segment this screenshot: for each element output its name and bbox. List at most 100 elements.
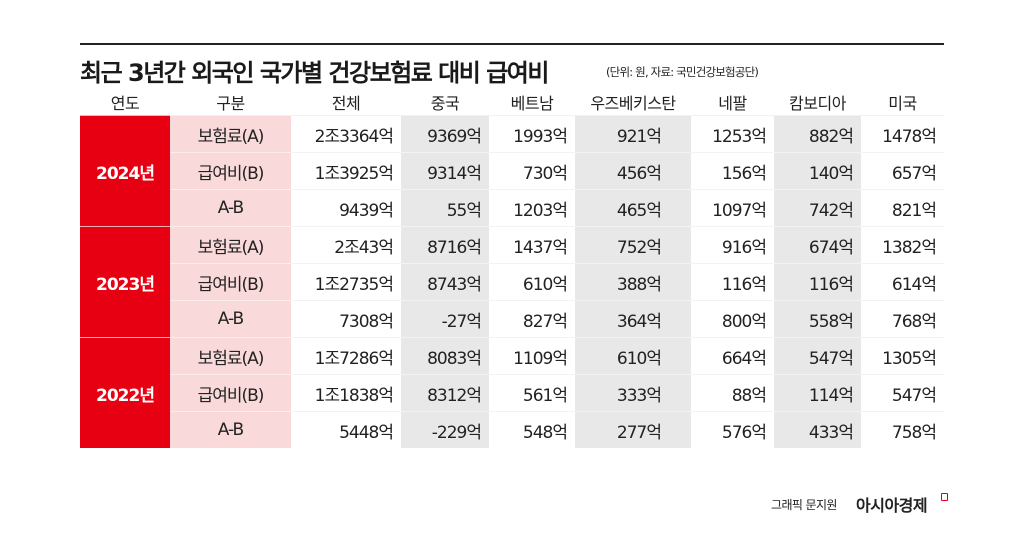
year-cell: 2024년 <box>80 115 170 227</box>
value-cell: 1조2735억 <box>291 263 401 301</box>
value-cell: 8083억 <box>401 337 489 375</box>
category-cell: 급여비(B) <box>170 374 291 412</box>
value-cell: 364억 <box>575 300 691 338</box>
value-cell: 116억 <box>691 263 774 301</box>
value-cell: 1382억 <box>861 226 944 264</box>
category-cell: A-B <box>170 189 291 227</box>
value-cell: 1109억 <box>489 337 575 375</box>
value-cell: 88억 <box>691 374 774 412</box>
value-cell: 657억 <box>861 152 944 190</box>
category-cell: A-B <box>170 300 291 338</box>
value-cell: 547억 <box>861 374 944 412</box>
column-header: 우즈베키스탄 <box>590 93 676 113</box>
table-row: 급여비(B) 1조2735억 8743억 610억 388억 116억 116억 614억 <box>80 263 944 301</box>
value-cell: 730억 <box>489 152 575 190</box>
top-rule <box>80 43 944 45</box>
data-table: 연도 구분 전체 중국 베트남 우즈베키스탄 네팔 캄보디아 미국 2024년 보험료(A) 2조3… <box>80 88 944 448</box>
value-cell: 9314억 <box>401 152 489 190</box>
table-row: 급여비(B) 1조3925억 9314억 730억 456억 156억 140억 657억 <box>80 152 944 190</box>
category-cell: A-B <box>170 411 291 448</box>
value-cell: 388억 <box>575 263 691 301</box>
value-cell: 140억 <box>774 152 861 190</box>
value-cell: 664억 <box>691 337 774 375</box>
chart-subtitle: (단위: 원, 자료: 국민건강보험공단) <box>606 65 759 79</box>
value-cell: 1478억 <box>861 115 944 153</box>
value-cell: 1437억 <box>489 226 575 264</box>
value-cell: 5448억 <box>291 411 401 448</box>
value-cell: 1097억 <box>691 189 774 227</box>
value-cell: 768억 <box>861 300 944 338</box>
table-row: A-B 7308억 -27억 827억 364억 800억 558억 768억 <box>80 300 944 338</box>
value-cell: 9369억 <box>401 115 489 153</box>
value-cell: 827억 <box>489 300 575 338</box>
value-cell: 2조43억 <box>291 226 401 264</box>
value-cell: 1305억 <box>861 337 944 375</box>
value-cell: 1조1838억 <box>291 374 401 412</box>
category-cell: 급여비(B) <box>170 152 291 190</box>
value-cell: 882억 <box>774 115 861 153</box>
table-row: 급여비(B) 1조1838억 8312억 561억 333억 88억 114억 547억 <box>80 374 944 412</box>
value-cell: 614억 <box>861 263 944 301</box>
value-cell: 9439억 <box>291 189 401 227</box>
value-cell: 1993억 <box>489 115 575 153</box>
value-cell: 2조3364억 <box>291 115 401 153</box>
value-cell: 116억 <box>774 263 861 301</box>
graphic-credit: 그래픽 문지원 <box>771 498 837 512</box>
value-cell: 758억 <box>861 411 944 448</box>
value-cell: 1203억 <box>489 189 575 227</box>
value-cell: 674억 <box>774 226 861 264</box>
value-cell: 8312억 <box>401 374 489 412</box>
year-cell: 2022년 <box>80 337 170 448</box>
value-cell: 821억 <box>861 189 944 227</box>
value-cell: 465억 <box>575 189 691 227</box>
category-cell: 보험료(A) <box>170 226 291 264</box>
value-cell: 1조7286억 <box>291 337 401 375</box>
table-row: 2022년 보험료(A) 1조7286억 8083억 1109억 610억 664억 547억… <box>80 337 944 448</box>
brand-logo-icon <box>941 493 948 501</box>
table-row: A-B 5448억 -229억 548억 277억 576억 433억 758억 <box>80 411 944 448</box>
table-row: A-B 9439억 55억 1203억 465억 1097억 742억 821억 <box>80 189 944 227</box>
column-header: 네팔 <box>718 93 747 113</box>
table-row: 2023년 보험료(A) 2조43억 8716억 1437억 752억 916억 674억 13… <box>80 226 944 338</box>
value-cell: 8716억 <box>401 226 489 264</box>
column-header: 전체 <box>331 93 361 113</box>
value-cell: 8743억 <box>401 263 489 301</box>
value-cell: 55억 <box>401 189 489 227</box>
value-cell: 561억 <box>489 374 575 412</box>
column-header: 베트남 <box>510 93 554 113</box>
value-cell: -229억 <box>401 411 489 448</box>
brand-logo-text: 아시아경제 <box>856 496 928 515</box>
value-cell: 333억 <box>575 374 691 412</box>
year-cell: 2023년 <box>80 226 170 338</box>
column-header: 미국 <box>888 93 917 113</box>
header-row: 연도 구분 전체 중국 베트남 우즈베키스탄 네팔 캄보디아 미국 <box>80 88 944 116</box>
category-cell: 급여비(B) <box>170 263 291 301</box>
value-cell: 433억 <box>774 411 861 448</box>
value-cell: 547억 <box>774 337 861 375</box>
value-cell: 7308억 <box>291 300 401 338</box>
value-cell: 752억 <box>575 226 691 264</box>
value-cell: 610억 <box>575 337 691 375</box>
value-cell: 156억 <box>691 152 774 190</box>
value-cell: 610억 <box>489 263 575 301</box>
category-cell: 보험료(A) <box>170 337 291 375</box>
chart-title: 최근 3년간 외국인 국가별 건강보험료 대비 급여비 <box>80 59 549 87</box>
value-cell: 114억 <box>774 374 861 412</box>
category-cell: 보험료(A) <box>170 115 291 153</box>
value-cell: -27억 <box>401 300 489 338</box>
column-header: 구분 <box>216 93 245 113</box>
value-cell: 558억 <box>774 300 861 338</box>
value-cell: 916억 <box>691 226 774 264</box>
column-header: 캄보디아 <box>789 93 846 113</box>
column-header: 연도 <box>110 93 140 113</box>
value-cell: 456억 <box>575 152 691 190</box>
value-cell: 277억 <box>575 411 691 448</box>
value-cell: 742억 <box>774 189 861 227</box>
value-cell: 800억 <box>691 300 774 338</box>
value-cell: 576억 <box>691 411 774 448</box>
value-cell: 1253억 <box>691 115 774 153</box>
table-row: 2024년 보험료(A) 2조3364억 9369억 1993억 921억 1253억 882… <box>80 115 944 227</box>
value-cell: 1조3925억 <box>291 152 401 190</box>
value-cell: 548억 <box>489 411 575 448</box>
column-header: 중국 <box>430 93 460 113</box>
